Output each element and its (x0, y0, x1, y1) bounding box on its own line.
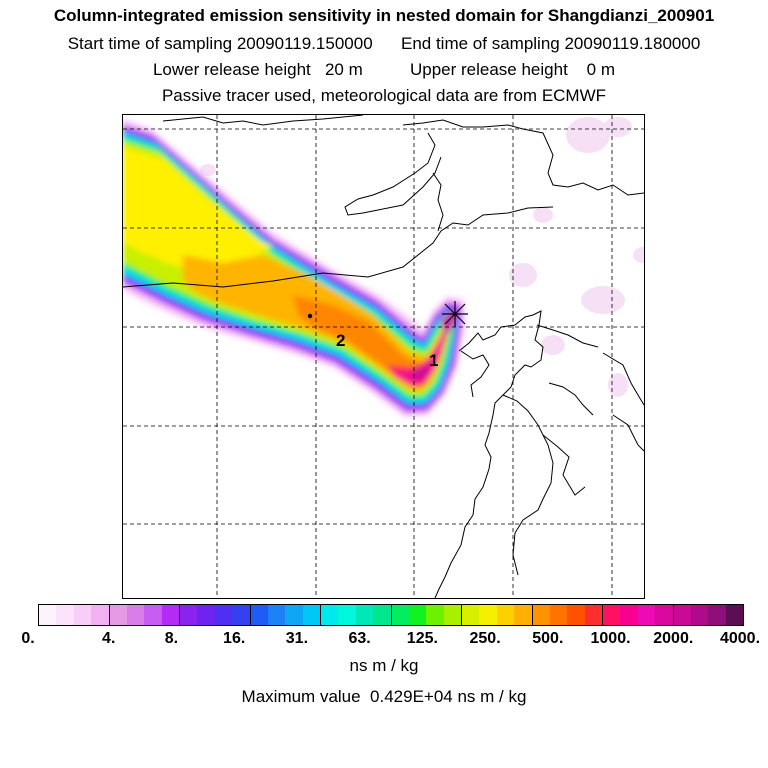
colorbar-swatch (126, 605, 145, 625)
colorbar-swatch (514, 605, 533, 625)
colorbar-swatch (673, 605, 691, 625)
colorbar-swatch (321, 605, 339, 625)
colorbar-swatch (285, 605, 303, 625)
plot-title: Column-integrated emission sensitivity i… (53, 6, 715, 25)
colorbar-swatch (479, 605, 497, 625)
colorbar-swatch (408, 605, 427, 625)
colorbar-swatch (690, 605, 709, 625)
colorbar-swatch (73, 605, 92, 625)
colorbar (38, 604, 744, 626)
map-canvas: 1 2 (123, 115, 644, 598)
colorbar-swatch (655, 605, 674, 625)
sampling-time-line: Start time of sampling 20090119.150000 E… (67, 34, 701, 53)
colorbar-swatch (637, 605, 656, 625)
colorbar-swatch (214, 605, 233, 625)
colorbar-swatch (532, 605, 550, 625)
colorbar-swatch (250, 605, 268, 625)
colorbar-tick-label: 250. (469, 630, 501, 647)
colorbar-swatch (725, 605, 743, 625)
colorbar-swatch (197, 605, 215, 625)
colorbar-tick-label: 1000. (590, 630, 631, 647)
colorbar-tick-label: 0. (21, 630, 35, 647)
colorbar-tick-label: 31. (285, 630, 309, 647)
colorbar-swatch (56, 605, 74, 625)
colorbar-tick-labels: 0. 4. 8. 16. 31. 63. 125. 250. 500. 1000. 2000. 400… (0, 630, 768, 650)
colorbar-swatch (338, 605, 356, 625)
release-height-line: Lower release height 20 m Upper release … (152, 60, 616, 79)
map-label-2: 2 (336, 331, 345, 350)
colorbar-swatch (708, 605, 726, 625)
map-panel: 1 2 (122, 114, 645, 599)
colorbar-swatch (549, 605, 568, 625)
colorbar-swatch (426, 605, 444, 625)
colorbar-swatch (39, 605, 57, 625)
colorbar-swatch (267, 605, 286, 625)
colorbar-tick-label: 63. (348, 630, 371, 647)
colorbar-swatch (603, 605, 621, 625)
coastlines-and-borders (123, 115, 644, 598)
colorbar-swatch (496, 605, 515, 625)
colorbar-tick-label: 16. (223, 630, 246, 647)
colorbar-swatch (109, 605, 127, 625)
colorbar-swatch (302, 605, 321, 625)
colorbar-tick-label: 4000. (719, 630, 761, 647)
colorbar-tick-label: 8. (164, 630, 179, 647)
colorbar-swatch (391, 605, 409, 625)
colorbar-swatch (567, 605, 585, 625)
tracer-info-line: Passive tracer used, meteorological data… (161, 86, 607, 105)
colorbar-tick-label: 125. (406, 630, 438, 647)
colorbar-tick-label: 2000. (653, 630, 694, 647)
colorbar-unit: ns m / kg (349, 656, 419, 675)
location-dot (307, 313, 313, 319)
faint-sensitivity-speckles (200, 117, 644, 397)
colorbar-tick-label: 4. (102, 630, 116, 647)
colorbar-tick-label: 500. (532, 630, 564, 647)
colorbar-swatch (91, 605, 110, 625)
colorbar-swatch (373, 605, 392, 625)
map-label-1: 1 (429, 351, 438, 370)
colorbar-swatch (462, 605, 480, 625)
colorbar-swatch (180, 605, 198, 625)
colorbar-swatch (355, 605, 374, 625)
lat-lon-grid (123, 115, 644, 598)
receptor-star-marker (442, 301, 468, 327)
colorbar-swatch (584, 605, 603, 625)
colorbar-swatch (620, 605, 638, 625)
sensitivity-plume (123, 119, 465, 417)
colorbar-swatch (232, 605, 251, 625)
colorbar-swatch (443, 605, 462, 625)
colorbar-swatch (161, 605, 180, 625)
maximum-value-text: Maximum value 0.429E+04 ns m / kg (241, 687, 527, 706)
colorbar-swatch (144, 605, 162, 625)
